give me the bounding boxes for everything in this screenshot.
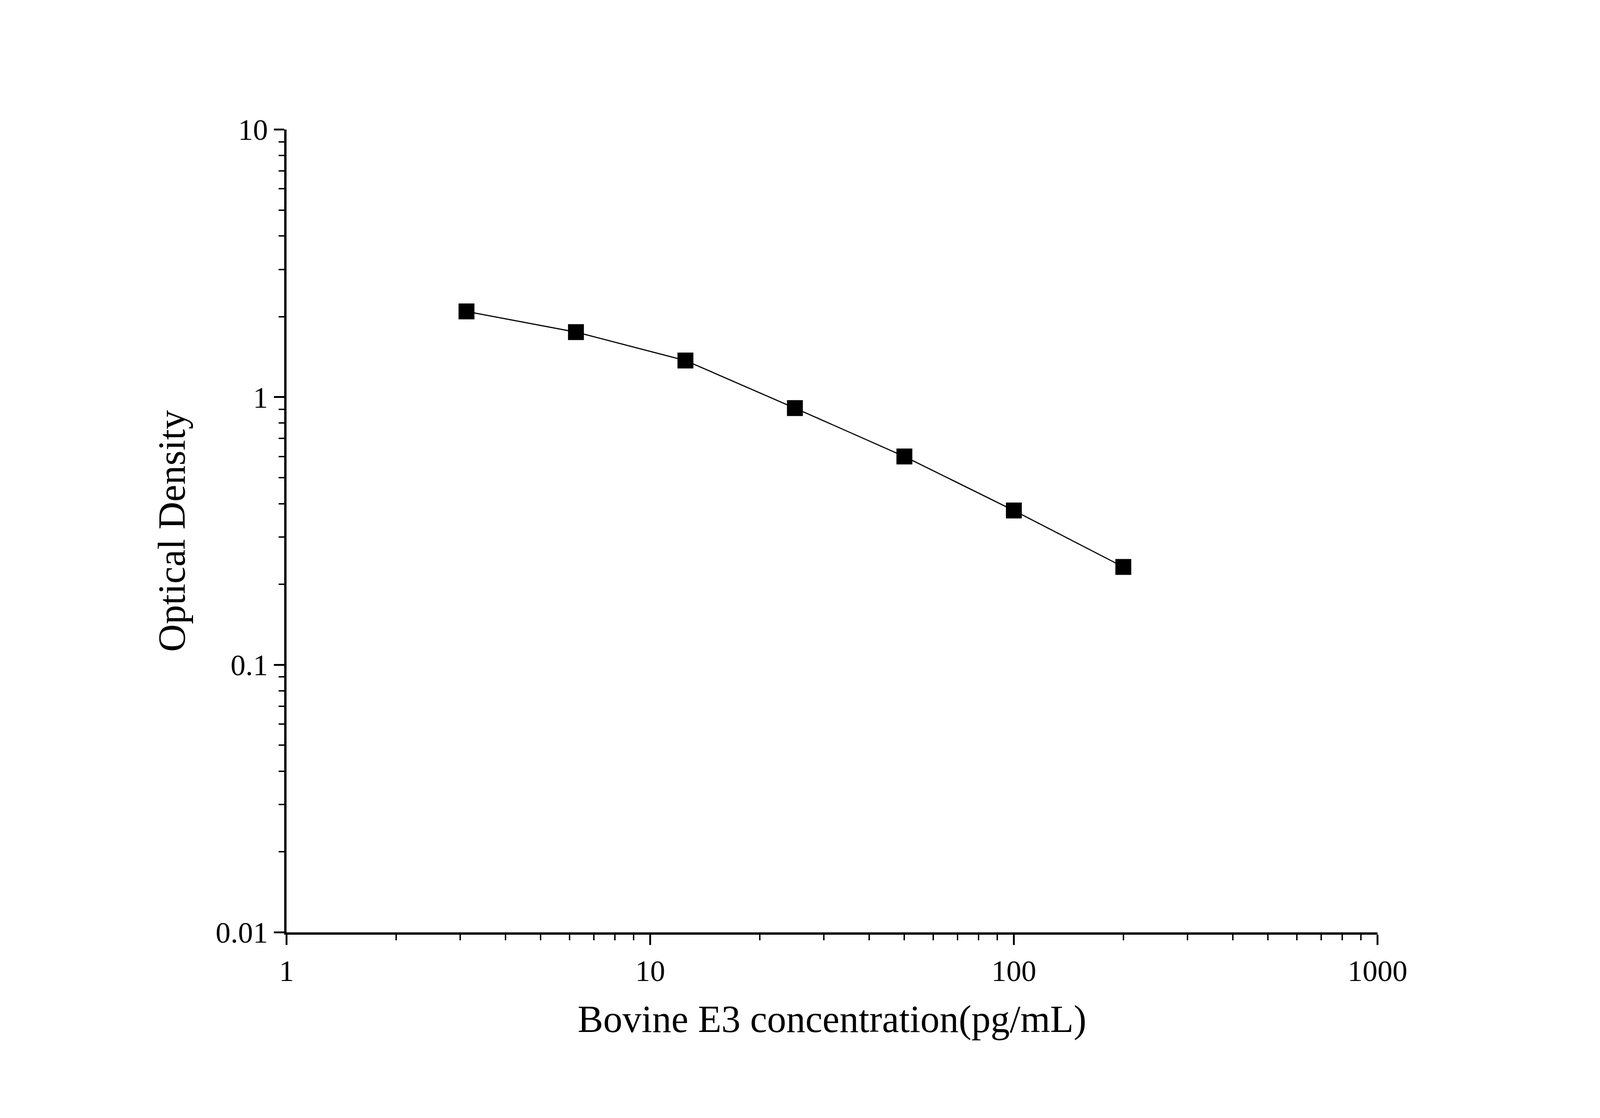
svg-text:0.01: 0.01 [215,915,268,949]
svg-text:0.1: 0.1 [230,648,268,682]
svg-text:Optical Density: Optical Density [150,409,194,652]
svg-text:1: 1 [252,380,268,415]
svg-text:1000: 1000 [1347,954,1408,988]
svg-text:1: 1 [279,954,295,988]
svg-text:10: 10 [635,954,666,988]
svg-text:100: 100 [991,954,1037,988]
svg-text:Bovine E3 concentration(pg/mL): Bovine E3 concentration(pg/mL) [577,997,1087,1041]
svg-text:10: 10 [237,113,268,147]
